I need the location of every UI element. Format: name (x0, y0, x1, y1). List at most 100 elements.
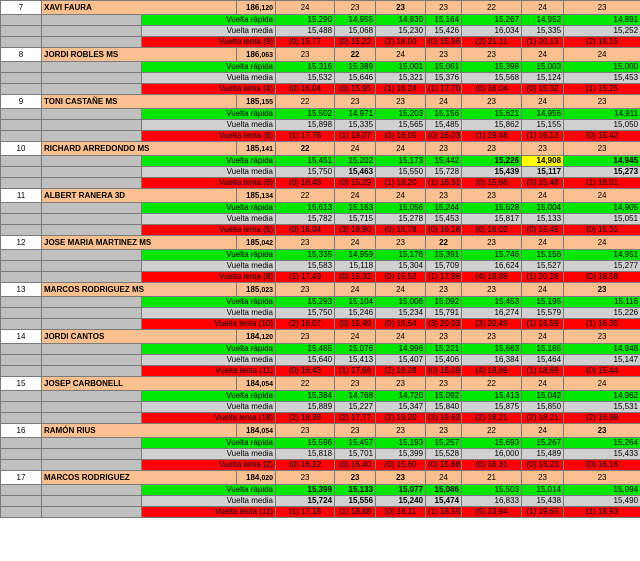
fast-value-cell: 15,003 (521, 61, 565, 73)
name-spacer (41, 25, 142, 37)
avg-label: Vuelta media (140, 119, 277, 131)
avg-label-text: Vuelta media (226, 214, 274, 223)
avg-value-cell: 15,413 (334, 354, 377, 366)
position-spacer (0, 249, 42, 261)
fast-lap-row: Vuelta rápida 15,596 15,457 15,193 15,257 15,… (0, 437, 640, 449)
slow-value-cell: (2) 18,38 (275, 412, 336, 424)
lap-count-cell: 24 (563, 188, 640, 203)
position-spacer (0, 437, 42, 449)
lap-count-cell: 22 (425, 235, 463, 250)
avg-value-cell: 15,453 (563, 72, 640, 84)
avg-value-cell: 15,321 (375, 72, 427, 84)
slow-value-cell: (4) 19,89 (461, 365, 523, 377)
slow-value-cell: (0) 15,48 (521, 177, 565, 189)
avg-label-text: Vuelta media (226, 402, 274, 411)
slow-value-cell: (1) 18,88 (334, 506, 377, 518)
fast-value-cell: 15,244 (425, 202, 463, 214)
lap-count-cell: 23 (521, 141, 565, 156)
fast-value-cell: 15,389 (334, 61, 377, 73)
avg-value-cell: 15,818 (275, 448, 336, 460)
fast-value-cell: 14,905 (563, 202, 640, 214)
lap-count-cell: 23 (275, 282, 336, 297)
avg-value-cell: 15,147 (563, 354, 640, 366)
fast-value-cell: 15,503 (461, 484, 523, 496)
score-integer: 184 (246, 425, 260, 435)
lap-count-cell: 23 (563, 329, 640, 344)
fast-value-cell: 15,613 (275, 202, 336, 214)
avg-value-cell: 15,240 (375, 495, 427, 507)
slow-label: Vuelta lenta (5) (140, 224, 277, 236)
avg-value-cell: 15,889 (275, 401, 336, 413)
lap-count-cell: 24 (521, 376, 565, 391)
total-score: 185,141 (236, 141, 277, 156)
fast-value-cell: 15,203 (375, 108, 427, 120)
score-decimal: ,134 (259, 192, 274, 200)
avg-value-cell: 15,850 (521, 401, 565, 413)
lap-count-cell: 23 (375, 423, 427, 438)
name-spacer (41, 61, 142, 73)
score-integer: 184 (246, 331, 260, 341)
slow-label-text: Vuelta lenta (219, 37, 261, 46)
slow-count: (4) (263, 84, 274, 93)
fast-value-cell: 15,165 (521, 343, 565, 355)
slow-value-cell: (1) 16,59 (521, 318, 565, 330)
total-score: 185,042 (236, 235, 277, 250)
slow-value-cell: (0) 16,04 (275, 83, 336, 95)
position-spacer (0, 83, 42, 95)
avg-label-text: Vuelta media (226, 355, 274, 364)
lap-count-cell: 24 (521, 0, 565, 15)
slow-count: (5) (263, 225, 274, 234)
slow-label: Vuelta lenta (4) (140, 83, 277, 95)
avg-lap-row: Vuelta media 15,488 15,068 15,230 15,426 16,0… (0, 25, 640, 37)
position-spacer (0, 25, 42, 37)
total-score: 184,054 (236, 376, 277, 391)
slow-value-cell: (0) 16,40 (334, 459, 377, 471)
slow-lap-row: Vuelta lenta (5) (0) 16,04 (3) 18,90 (0) 15… (0, 224, 640, 236)
lap-count-cell: 23 (425, 188, 463, 203)
slow-value-cell: (2) 17,77 (334, 412, 377, 424)
lap-count-cell: 24 (521, 423, 565, 438)
lap-count-cell: 23 (425, 376, 463, 391)
name-spacer (41, 224, 142, 236)
position-spacer (0, 401, 42, 413)
lap-count-cell: 23 (461, 329, 523, 344)
fast-value-cell: 14,952 (521, 14, 565, 26)
score-decimal: ,141 (259, 145, 274, 153)
fast-value-cell: 15,156 (521, 249, 565, 261)
slow-label: Vuelta lenta (11) (140, 506, 277, 518)
fast-value-cell: 15,442 (425, 155, 463, 167)
slow-value-cell: (0) 16,16 (563, 459, 640, 471)
total-score: 184,020 (236, 470, 277, 485)
slow-value-cell: (1) 17,78 (275, 130, 336, 142)
lap-count-cell: 23 (425, 141, 463, 156)
lap-count-cell: 24 (521, 94, 565, 109)
lap-count-cell: 24 (334, 141, 377, 156)
fast-label: Vuelta rápida (140, 296, 277, 308)
slow-count: (11) (259, 366, 274, 375)
position-spacer (0, 130, 42, 142)
slow-lap-row: Vuelta lenta (9) (0) 15,77 (0) 15,22 (2) 18… (0, 36, 640, 48)
lap-count-cell: 23 (375, 94, 427, 109)
score-integer: 184 (246, 472, 260, 482)
slow-value-cell: (1) 16,12 (521, 130, 565, 142)
avg-value-cell: 15,406 (425, 354, 463, 366)
lap-count-cell: 24 (563, 47, 640, 62)
position-spacer (0, 365, 42, 377)
avg-value-cell: 15,840 (425, 401, 463, 413)
avg-value-cell: 15,750 (275, 166, 336, 178)
score-integer: 185 (246, 284, 260, 294)
avg-label: Vuelta media (140, 213, 277, 225)
fast-value-cell: 15,193 (375, 437, 427, 449)
lap-count-cell: 23 (375, 0, 427, 15)
lap-count-cell: 24 (334, 188, 377, 203)
slow-value-cell: (0) 16,48 (275, 177, 336, 189)
slow-value-cell: (0) 16,11 (375, 506, 427, 518)
fast-value-cell: 15,457 (334, 437, 377, 449)
slow-value-cell: (1) 19,07 (334, 130, 377, 142)
fast-value-cell: 15,092 (425, 390, 463, 402)
fast-value-cell: 15,133 (334, 484, 377, 496)
lap-count-cell: 23 (563, 282, 640, 297)
total-score: 184,120 (236, 329, 277, 344)
